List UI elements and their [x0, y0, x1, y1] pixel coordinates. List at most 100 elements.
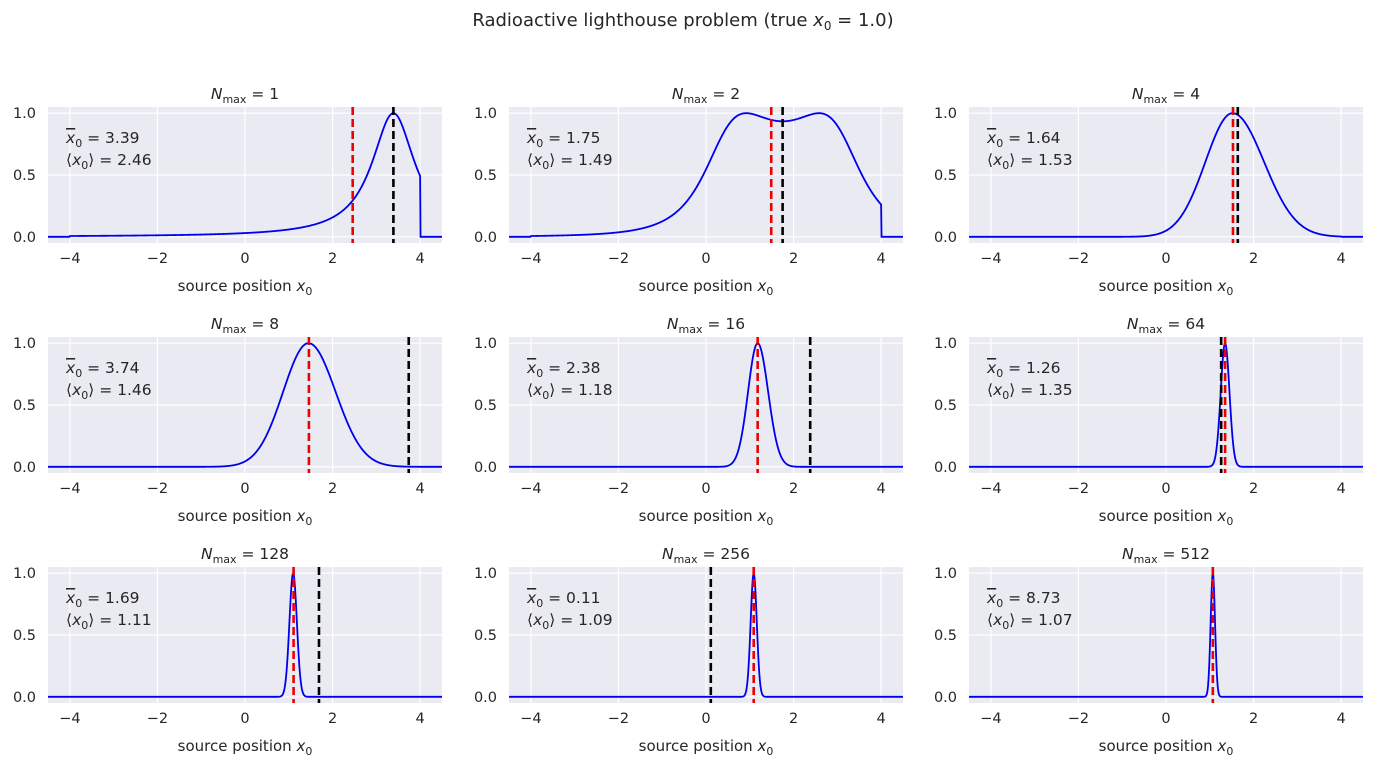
subplot-title-sub: max — [679, 323, 703, 336]
x-axis-label-var: x — [295, 277, 305, 295]
x-axis-label: source position x0 — [639, 277, 774, 298]
median-annotation-open: ⟨ — [527, 381, 533, 399]
mean-annotation-sub: 0 — [75, 597, 82, 610]
subplot-title-sub: max — [1143, 93, 1167, 106]
x-tick-label: 4 — [1336, 481, 1345, 497]
subplot-title-var: N — [662, 545, 674, 563]
mean-annotation-sub: 0 — [75, 137, 82, 150]
median-annotation-open: ⟨ — [66, 381, 72, 399]
y-tick-label: 0.5 — [474, 628, 497, 644]
y-tick-label: 0.0 — [13, 460, 36, 476]
median-annotation-sub: 0 — [1002, 619, 1009, 632]
subplot-title-value: = 4 — [1167, 85, 1200, 103]
x-tick-label: −2 — [608, 251, 629, 267]
mean-annotation-value: = 3.74 — [82, 359, 139, 377]
subplot-title: Nmax = 64 — [1127, 315, 1205, 336]
y-tick-label: 0.5 — [474, 168, 497, 184]
x-tick-label: 2 — [328, 481, 337, 497]
subplot-title: Nmax = 8 — [211, 315, 279, 336]
x-axis-label-var: x — [1216, 737, 1226, 755]
y-tick-label: 1.0 — [13, 106, 36, 122]
mean-annotation-value: = 0.11 — [543, 589, 600, 607]
mean-annotation-value: = 3.39 — [82, 129, 139, 147]
x-axis-label-var: x — [756, 507, 766, 525]
median-annotation: ⟨x0⟩ = 1.18 — [527, 381, 613, 402]
subplot-title: Nmax = 256 — [662, 545, 750, 566]
y-tick-label: 1.0 — [13, 336, 36, 352]
subplot-title-var: N — [1132, 85, 1144, 103]
y-tick-label: 0.5 — [13, 398, 36, 414]
x-axis-label: source position x0 — [639, 507, 774, 528]
subplot-title-value: = 512 — [1158, 545, 1210, 563]
x-tick-label: −4 — [59, 251, 80, 267]
median-annotation: ⟨x0⟩ = 2.46 — [66, 151, 152, 172]
median-annotation-value: ⟩ = 2.46 — [88, 151, 151, 169]
median-annotation-value: ⟩ = 1.46 — [88, 381, 151, 399]
subplot-title-sub: max — [674, 553, 698, 566]
subplot-title-value: = 256 — [698, 545, 750, 563]
posterior-curve — [48, 112, 442, 238]
x-axis-label-text: source position — [639, 277, 758, 295]
x-tick-label: 0 — [1161, 711, 1170, 727]
mean-annotation: x0 = 1.69 — [65, 589, 140, 610]
subplot-title-var: N — [211, 85, 223, 103]
subplot-title-value: = 16 — [703, 315, 746, 333]
mean-annotation: x0 = 8.73 — [986, 589, 1061, 610]
posterior-curve — [509, 570, 903, 698]
median-annotation-value: ⟩ = 1.53 — [1009, 151, 1072, 169]
mean-annotation-var: x — [526, 589, 537, 607]
median-annotation: ⟨x0⟩ = 1.35 — [987, 381, 1073, 402]
mean-annotation-sub: 0 — [996, 137, 1003, 150]
x-tick-label: 0 — [240, 711, 249, 727]
median-annotation-open: ⟨ — [527, 611, 533, 629]
median-annotation: ⟨x0⟩ = 1.11 — [66, 611, 152, 632]
x-axis-label-var: x — [1216, 277, 1226, 295]
x-tick-label: 4 — [876, 481, 885, 497]
x-axis-label: source position x0 — [178, 507, 313, 528]
figure-title-suffix: = 1.0) — [831, 10, 893, 31]
y-tick-label: 0.5 — [13, 628, 36, 644]
x-axis-label-sub: 0 — [766, 285, 773, 298]
figure-title-prefix: Radioactive lighthouse problem (true — [472, 10, 813, 31]
mean-annotation-sub: 0 — [75, 367, 82, 380]
x-tick-label: 0 — [701, 481, 710, 497]
x-tick-label: −4 — [980, 481, 1001, 497]
median-annotation-var: x — [992, 611, 1003, 629]
x-axis-label-text: source position — [1099, 277, 1218, 295]
subplot-title-sub: max — [1139, 323, 1163, 336]
x-axis-label-sub: 0 — [305, 285, 312, 298]
mean-annotation-value: = 2.38 — [543, 359, 600, 377]
median-annotation-open: ⟨ — [66, 151, 72, 169]
subplot-title-sub: max — [1134, 553, 1158, 566]
x-tick-label: −4 — [520, 251, 541, 267]
x-tick-label: 4 — [1336, 251, 1345, 267]
subplot-title-value: = 128 — [237, 545, 289, 563]
figure-title-var: x — [812, 10, 824, 31]
posterior-curve — [48, 342, 442, 468]
y-tick-label: 0.5 — [934, 628, 957, 644]
mean-annotation-var: x — [526, 359, 537, 377]
x-axis-label-var: x — [756, 737, 766, 755]
x-tick-label: −4 — [520, 711, 541, 727]
median-annotation-open: ⟨ — [987, 151, 993, 169]
x-tick-label: 2 — [328, 251, 337, 267]
mean-annotation-sub: 0 — [996, 367, 1003, 380]
median-annotation: ⟨x0⟩ = 1.46 — [66, 381, 152, 402]
x-axis-label-text: source position — [178, 277, 297, 295]
posterior-curve — [969, 573, 1363, 698]
x-axis-label-sub: 0 — [1226, 745, 1233, 758]
subplot-title-value: = 8 — [246, 315, 279, 333]
x-tick-label: −2 — [147, 481, 168, 497]
x-axis-label-var: x — [756, 277, 766, 295]
median-annotation-value: ⟩ = 1.11 — [88, 611, 151, 629]
subplot-title-value: = 64 — [1163, 315, 1206, 333]
median-annotation: ⟨x0⟩ = 1.53 — [987, 151, 1073, 172]
median-annotation: ⟨x0⟩ = 1.49 — [527, 151, 613, 172]
median-annotation-sub: 0 — [542, 389, 549, 402]
x-axis-label-text: source position — [1099, 737, 1218, 755]
mean-annotation-sub: 0 — [536, 367, 543, 380]
